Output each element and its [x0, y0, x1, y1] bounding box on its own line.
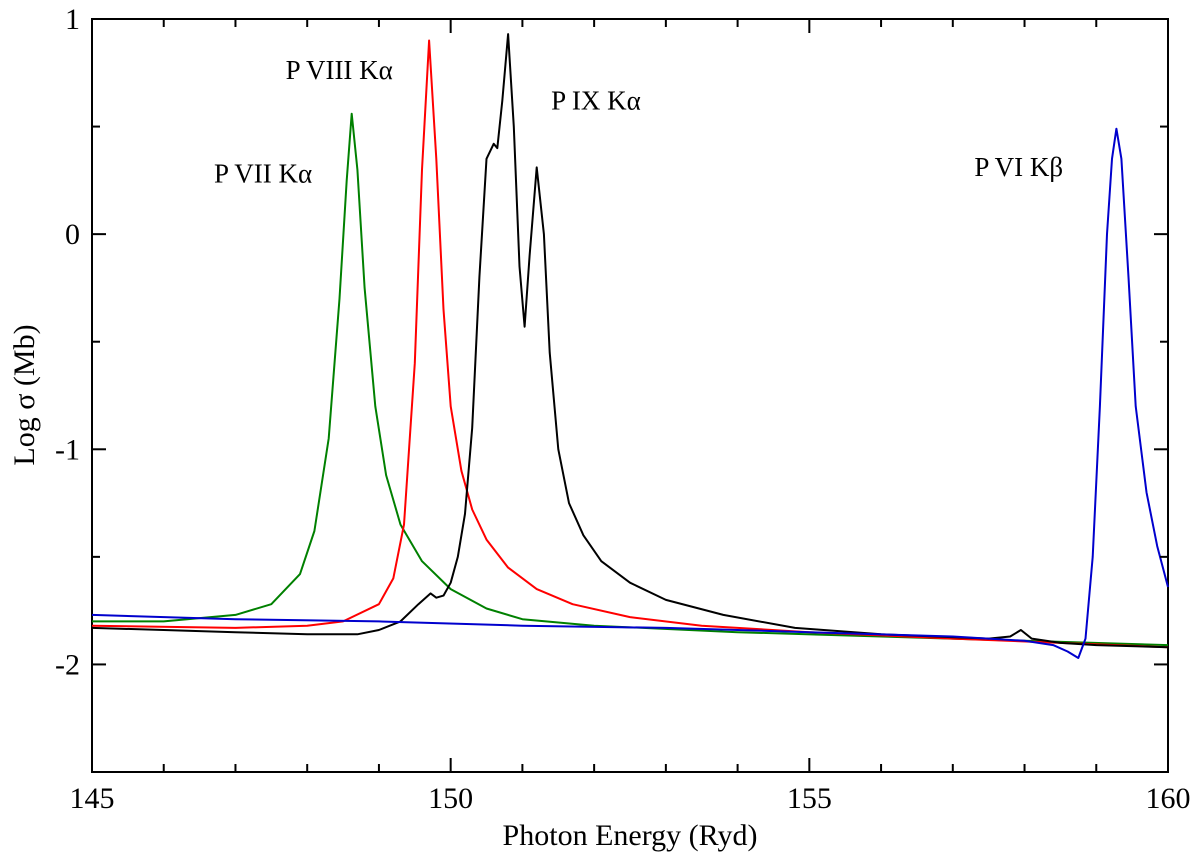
- plot-frame: [91, 18, 1169, 773]
- peak-annotation: P IX Kα: [551, 85, 641, 115]
- peak-annotation: P VI Kβ: [974, 152, 1063, 182]
- tick-labels-layer: 145 150 155 160 -2 -1 0 1: [55, 3, 1191, 815]
- x-tick-label: 160: [1146, 782, 1191, 815]
- peak-annotation: P VIII Kα: [286, 55, 393, 85]
- series-layer: [91, 33, 1169, 659]
- peak-annotation: P VII Kα: [214, 159, 312, 189]
- y-axis-title: Log σ (Mb): [8, 324, 41, 465]
- x-tick-label: 155: [787, 782, 832, 815]
- x-tick-label: 150: [428, 782, 473, 815]
- y-tick-label: -2: [55, 648, 80, 681]
- y-tick-label: -1: [55, 433, 80, 466]
- ticks-layer: [91, 18, 1169, 773]
- series-line-p-viii: [91, 39, 1169, 649]
- series-line-p-ix: [91, 33, 1169, 649]
- annotation-layer: P VII Kα P VIII Kα P IX Kα P VI Kβ: [214, 55, 1063, 188]
- x-tick-label: 145: [70, 782, 115, 815]
- series-line-p-vi: [91, 127, 1169, 659]
- series-line-p-vii: [92, 112, 1169, 647]
- y-tick-label: 0: [65, 218, 80, 251]
- y-tick-label: 1: [65, 3, 80, 36]
- x-axis-title: Photon Energy (Ryd): [503, 819, 758, 852]
